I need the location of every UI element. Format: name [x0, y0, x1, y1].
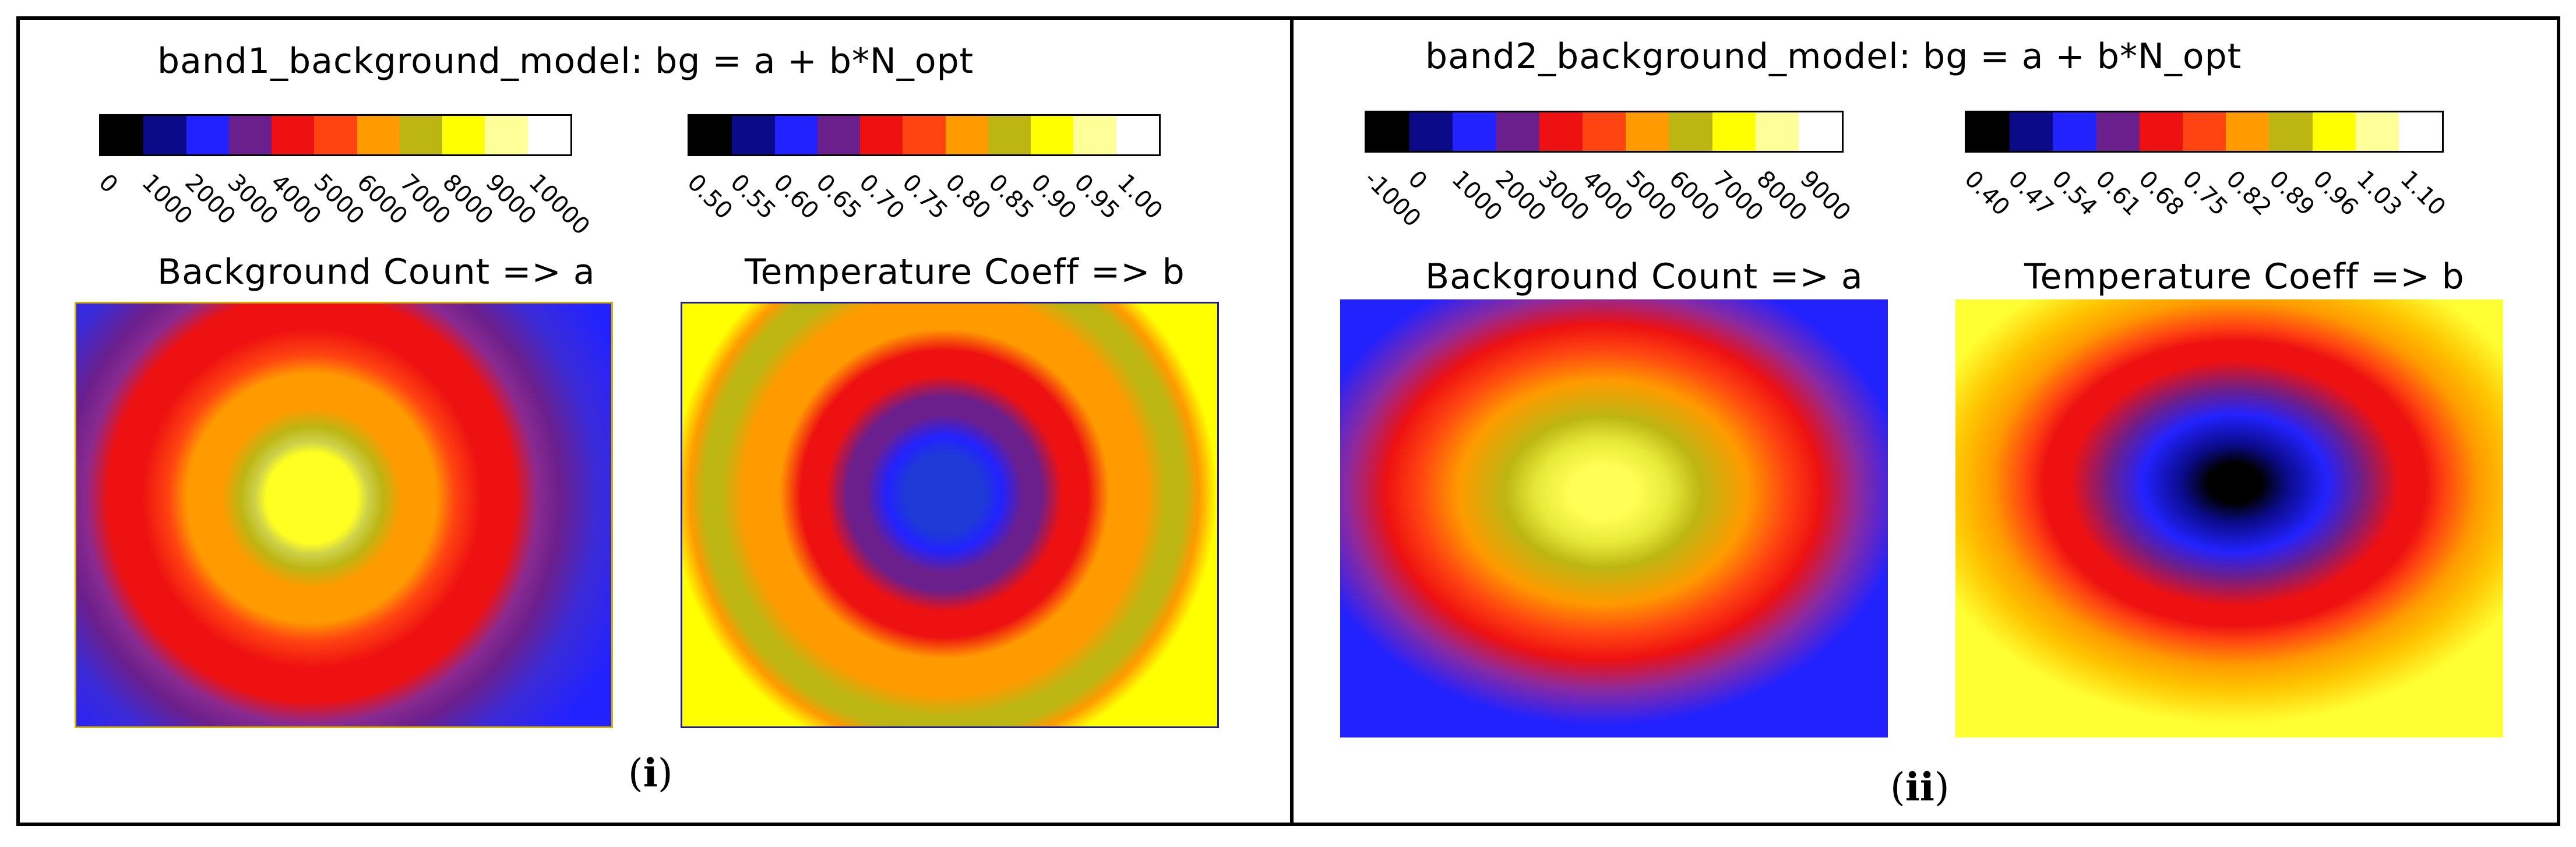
colorbar-swatch [442, 116, 485, 154]
panel-ii-temperature-coeff-map [1955, 299, 2503, 737]
colorbar-swatch [860, 116, 903, 154]
colorbar-swatch [2139, 112, 2183, 151]
colorbar-swatch [357, 116, 400, 154]
colorbar-swatch [228, 116, 272, 154]
colorbar-swatch [1453, 112, 1496, 151]
panel-i-temperature-label: Temperature Coeff => b [745, 252, 1185, 292]
colorbar-swatch [2053, 112, 2096, 151]
colorbar-swatch [1496, 112, 1539, 151]
colorbar-swatch [2010, 112, 2053, 151]
colorbar-swatch [527, 116, 570, 154]
colorbar-swatch [945, 116, 988, 154]
colorbar-swatch [689, 116, 732, 154]
panel-i-background-count-map [75, 302, 613, 728]
colorbar-swatch [485, 116, 528, 154]
colorbar-swatch [2398, 112, 2443, 151]
colorbar-swatch [1626, 112, 1669, 151]
panel-i-temperature-coeff-map [681, 302, 1219, 728]
colorbar-swatch [1366, 112, 1410, 151]
colorbar-swatch [1031, 116, 1074, 154]
colorbar-swatch [1539, 112, 1583, 151]
panel-i-tag: (i) [628, 750, 673, 796]
colorbar-swatch [1798, 112, 1842, 151]
colorbar-swatch [1116, 116, 1159, 154]
colorbar-swatch [186, 116, 229, 154]
colorbar-swatch [399, 116, 443, 154]
panel-i-temperature-colorbar [688, 114, 1161, 156]
colorbar-swatch [2096, 112, 2140, 151]
colorbar-swatch [1409, 112, 1453, 151]
colorbar-swatch [101, 116, 144, 154]
panel-ii-background-colorbar [1365, 111, 1844, 153]
panel-ii-temperature-label: Temperature Coeff => b [2024, 256, 2465, 297]
colorbar-swatch [732, 116, 775, 154]
colorbar-swatch [1582, 112, 1626, 151]
colorbar-swatch [1073, 116, 1116, 154]
colorbar-swatch [1967, 112, 2010, 151]
colorbar-swatch [774, 116, 817, 154]
colorbar-swatch [2269, 112, 2313, 151]
panel-ii-tag: (ii) [1890, 764, 1950, 810]
colorbar-swatch [903, 116, 946, 154]
panel-ii-title: band2_background_model: bg = a + b*N_opt [1425, 36, 2242, 77]
colorbar-swatch [1712, 112, 1756, 151]
panel-i-title: band1_background_model: bg = a + b*N_opt [157, 41, 974, 82]
colorbar-swatch [988, 116, 1031, 154]
panel-ii-background-label: Background Count => a [1425, 256, 1863, 297]
colorbar-swatch [2226, 112, 2270, 151]
colorbar-swatch [314, 116, 357, 154]
panel-ii-frame [1290, 16, 2560, 826]
panel-ii-background-count-map [1340, 299, 1888, 737]
colorbar-swatch [272, 116, 315, 154]
colorbar-swatch [2312, 112, 2356, 151]
colorbar-swatch [2182, 112, 2226, 151]
colorbar-swatch [2355, 112, 2399, 151]
colorbar-swatch [1669, 112, 1712, 151]
panel-i-background-colorbar [99, 114, 572, 156]
panel-ii-temperature-colorbar [1965, 111, 2444, 153]
colorbar-swatch [143, 116, 186, 154]
colorbar-swatch [817, 116, 861, 154]
colorbar-swatch [1755, 112, 1799, 151]
panel-i-background-label: Background Count => a [157, 252, 595, 292]
